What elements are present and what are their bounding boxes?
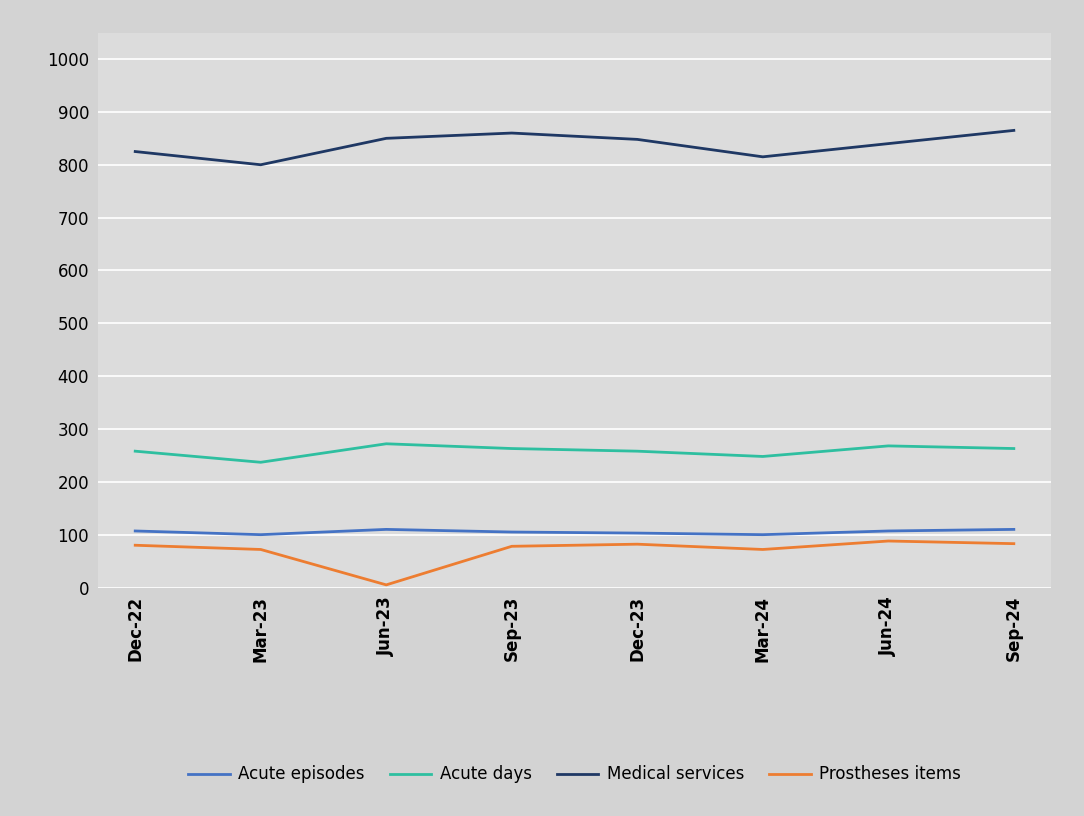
- Prostheses items: [631, 539, 644, 549]
- Acute days: [129, 446, 142, 456]
- Medical services: [379, 134, 392, 144]
- Acute episodes: [505, 527, 518, 537]
- Medical services: [631, 135, 644, 144]
- Acute days: [881, 441, 894, 450]
- Legend: Acute episodes, Acute days, Medical services, Prostheses items: Acute episodes, Acute days, Medical serv…: [181, 759, 968, 790]
- Prostheses items: [1007, 539, 1020, 548]
- Prostheses items: [255, 544, 268, 554]
- Line: Prostheses items: Prostheses items: [136, 541, 1014, 585]
- Line: Medical services: Medical services: [136, 131, 1014, 165]
- Acute days: [1007, 444, 1020, 454]
- Prostheses items: [757, 544, 770, 554]
- Acute episodes: [129, 526, 142, 536]
- Acute episodes: [881, 526, 894, 536]
- Medical services: [881, 139, 894, 149]
- Medical services: [505, 128, 518, 138]
- Acute episodes: [255, 530, 268, 539]
- Acute days: [505, 444, 518, 454]
- Medical services: [129, 147, 142, 157]
- Prostheses items: [379, 580, 392, 590]
- Prostheses items: [129, 540, 142, 550]
- Prostheses items: [505, 541, 518, 551]
- Acute days: [757, 451, 770, 461]
- Medical services: [1007, 126, 1020, 135]
- Acute episodes: [379, 525, 392, 534]
- Prostheses items: [881, 536, 894, 546]
- Line: Acute days: Acute days: [136, 444, 1014, 463]
- Acute days: [631, 446, 644, 456]
- Acute days: [379, 439, 392, 449]
- Line: Acute episodes: Acute episodes: [136, 530, 1014, 534]
- Acute episodes: [1007, 525, 1020, 534]
- Medical services: [757, 152, 770, 162]
- Medical services: [255, 160, 268, 170]
- Acute episodes: [757, 530, 770, 539]
- Acute episodes: [631, 528, 644, 538]
- Acute days: [255, 458, 268, 468]
